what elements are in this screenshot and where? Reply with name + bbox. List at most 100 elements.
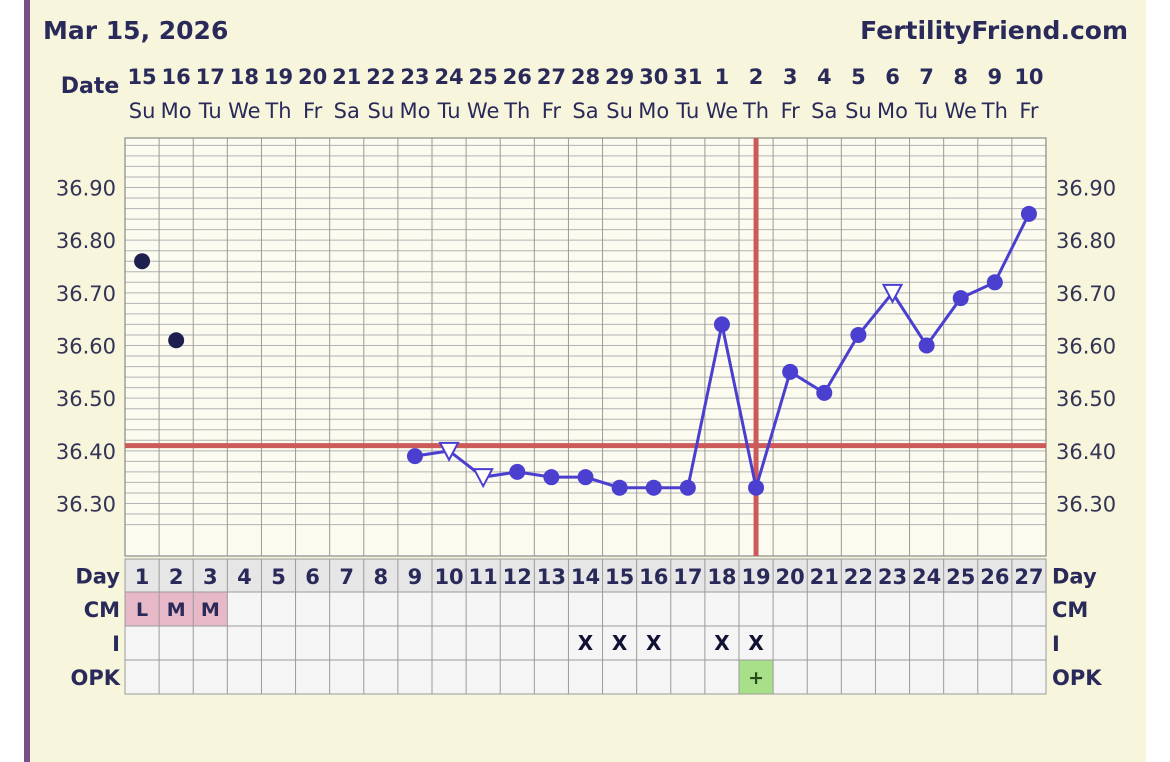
y-tick-label-left: 36.90 xyxy=(56,177,116,201)
weekday-label: Mo xyxy=(399,99,430,123)
weekday-label: We xyxy=(228,99,260,123)
date-label: 7 xyxy=(919,65,934,89)
chart-date: Mar 15, 2026 xyxy=(43,16,229,45)
cm-value: M xyxy=(167,599,186,621)
temperature-point-open xyxy=(438,441,460,462)
y-tick-label-right: 36.80 xyxy=(1056,229,1116,253)
row-label-left-cm: CM xyxy=(84,598,120,622)
opk-row-bg xyxy=(124,659,1047,695)
intercourse-mark: X xyxy=(748,631,764,655)
date-label: 28 xyxy=(571,65,600,89)
date-label: 20 xyxy=(298,65,327,89)
day-number: 21 xyxy=(810,565,839,589)
date-label: 16 xyxy=(162,65,191,89)
weekday-label: Fr xyxy=(781,99,801,123)
y-tick-label-left: 36.80 xyxy=(56,229,116,253)
day-number: 3 xyxy=(203,565,218,589)
day-number: 27 xyxy=(1014,565,1043,589)
day-number: 20 xyxy=(776,565,805,589)
weekday-label: We xyxy=(944,99,976,123)
day-number: 24 xyxy=(912,565,941,589)
y-tick-label-right: 36.30 xyxy=(1056,493,1116,517)
weekday-label: Sa xyxy=(811,99,837,123)
cm-cell-fill xyxy=(193,592,228,626)
day-number: 19 xyxy=(741,565,770,589)
temperature-point xyxy=(134,253,151,270)
day-number: 9 xyxy=(408,565,423,589)
temperature-point xyxy=(509,463,526,480)
temperature-point xyxy=(782,363,799,380)
temperature-point xyxy=(986,274,1003,291)
day-number: 15 xyxy=(605,565,634,589)
weekday-label: Th xyxy=(981,99,1008,123)
weekday-label: Su xyxy=(368,99,395,123)
weekday-label: Fr xyxy=(542,99,562,123)
weekday-label: Mo xyxy=(161,99,192,123)
day-number: 10 xyxy=(434,565,463,589)
weekday-label: Tu xyxy=(675,99,699,123)
date-label: 3 xyxy=(783,65,798,89)
y-tick-label-right: 36.60 xyxy=(1056,335,1116,359)
weekday-label: Tu xyxy=(198,99,222,123)
temperature-point xyxy=(543,469,560,486)
temperature-point xyxy=(168,332,185,349)
temperature-point xyxy=(679,479,696,496)
temperature-point xyxy=(577,469,594,486)
y-tick-label-left: 36.30 xyxy=(56,493,116,517)
weekday-label: Th xyxy=(742,99,769,123)
date-label: 17 xyxy=(196,65,225,89)
weekday-label: Fr xyxy=(1019,99,1039,123)
date-label: 25 xyxy=(469,65,498,89)
y-tick-label-left: 36.60 xyxy=(56,335,116,359)
weekday-label: Fr xyxy=(303,99,323,123)
day-number: 11 xyxy=(469,565,498,589)
row-label-right-i: I xyxy=(1052,632,1060,656)
day-number: 1 xyxy=(135,565,150,589)
row-label-left-i: I xyxy=(112,632,120,656)
date-label: 23 xyxy=(400,65,429,89)
weekday-label: Th xyxy=(503,99,530,123)
date-label: 19 xyxy=(264,65,293,89)
day-number: 16 xyxy=(639,565,668,589)
weekday-label: Th xyxy=(264,99,291,123)
opk-mark: + xyxy=(748,667,764,689)
cm-value: L xyxy=(136,599,148,621)
day-number: 22 xyxy=(844,565,873,589)
weekday-label: We xyxy=(706,99,738,123)
weekday-label: Sa xyxy=(334,99,360,123)
day-number: 7 xyxy=(339,565,354,589)
plot-area xyxy=(125,138,1046,556)
date-label: 22 xyxy=(366,65,395,89)
weekday-label: Su xyxy=(606,99,633,123)
row-label-left-day: Day xyxy=(75,565,120,589)
intercourse-mark: X xyxy=(578,631,594,655)
temperature-point xyxy=(1020,205,1037,222)
temperature-point xyxy=(850,326,867,343)
day-number: 12 xyxy=(503,565,532,589)
intercourse-mark: X xyxy=(714,631,730,655)
date-label: 2 xyxy=(749,65,764,89)
y-tick-label-left: 36.70 xyxy=(56,282,116,306)
temperature-point-open xyxy=(472,468,494,489)
temperature-point xyxy=(816,384,833,401)
temperature-point-open xyxy=(881,283,904,304)
temperature-point xyxy=(611,479,628,496)
row-label-left-opk: OPK xyxy=(70,666,120,690)
site-name[interactable]: FertilityFriend.com xyxy=(860,16,1128,45)
temperature-point xyxy=(713,316,730,333)
date-row-label: Date xyxy=(61,74,120,99)
date-label: 6 xyxy=(885,65,900,89)
date-label: 27 xyxy=(537,65,566,89)
day-number: 26 xyxy=(980,565,1009,589)
cm-row-bg xyxy=(124,591,1047,627)
date-label: 26 xyxy=(503,65,532,89)
day-number: 17 xyxy=(673,565,702,589)
temperature-point xyxy=(918,337,935,354)
date-label: 30 xyxy=(639,65,668,89)
date-label: 8 xyxy=(953,65,968,89)
weekday-label: Tu xyxy=(914,99,938,123)
y-tick-label-right: 36.70 xyxy=(1056,282,1116,306)
row-label-right-day: Day xyxy=(1052,565,1097,589)
weekday-label: Su xyxy=(129,99,156,123)
